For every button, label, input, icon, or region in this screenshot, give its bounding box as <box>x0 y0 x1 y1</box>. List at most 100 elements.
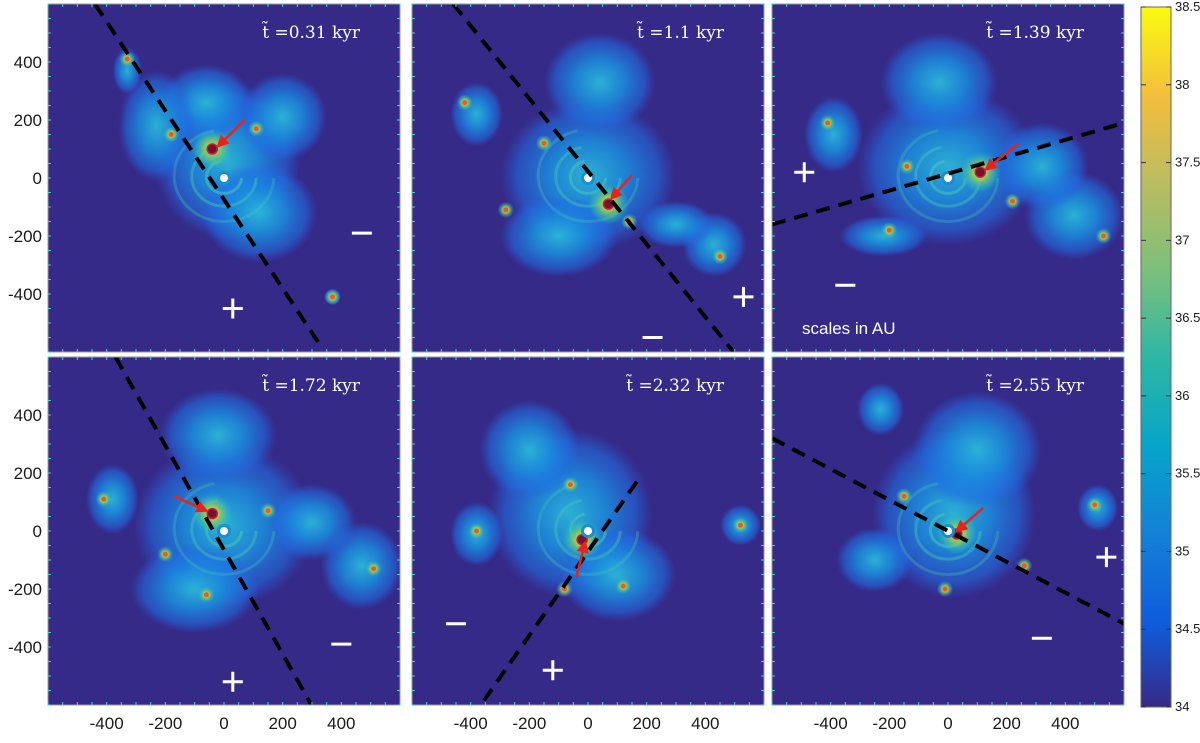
time-label: t̃ =1.1 kyr <box>636 21 725 43</box>
clump-core <box>620 583 626 589</box>
clump-core <box>168 132 174 137</box>
panel-5: t̃ =2.32 kyr -400 -200 0 200 400 <box>411 356 765 733</box>
y-tick-label: -200 <box>8 580 42 599</box>
clump-core <box>474 528 480 534</box>
clump-core <box>942 586 948 592</box>
colorbar-tick-label: 37.5 <box>1175 155 1200 170</box>
y-tick-label: -400 <box>8 285 42 304</box>
gas-structure <box>200 162 318 263</box>
gas-structure <box>857 382 904 436</box>
gas-structure <box>804 96 863 173</box>
time-label: t̃ =2.55 kyr <box>985 374 1085 396</box>
gas-structure <box>450 81 503 147</box>
central-source <box>584 527 592 535</box>
scale-annotation: scales in AU <box>802 319 896 338</box>
clump-core <box>886 227 892 233</box>
central-source <box>220 174 228 182</box>
dashed-axis-line <box>772 120 1124 227</box>
x-tick-label: 400 <box>1051 714 1079 733</box>
fragment-arrow <box>984 142 1020 171</box>
colorbar-gradient <box>1140 6 1172 708</box>
clump-core <box>738 522 744 528</box>
dashed-axis-line <box>451 4 737 352</box>
clump-core <box>162 551 168 557</box>
central-source <box>944 174 952 182</box>
gas-structure <box>500 194 618 278</box>
x-tick-label: 200 <box>268 714 296 733</box>
clump-core <box>1092 502 1098 508</box>
x-tick-label: -200 <box>872 714 906 733</box>
y-tick-label: 400 <box>14 53 42 72</box>
time-label: t̃ =2.32 kyr <box>625 374 725 396</box>
clump-core <box>825 120 831 126</box>
clump-core <box>503 207 509 213</box>
colorbar-tick-label: 36.5 <box>1175 310 1200 325</box>
panel-6: t̃ =2.55 kyr -400 -200 0 200 400 <box>771 356 1125 733</box>
x-tick-label: 0 <box>943 714 952 733</box>
x-tick-label: -200 <box>148 714 182 733</box>
y-tick-label: 200 <box>14 111 42 130</box>
clump-core <box>330 294 336 300</box>
spiral-arm <box>896 129 1000 223</box>
x-tick-label: 200 <box>632 714 660 733</box>
clump-core <box>1010 198 1016 204</box>
colorbar: 34 34.5 35 35.5 36 36.5 37 37.5 38 38.5 <box>1140 0 1200 714</box>
fragment-arrow <box>954 506 985 533</box>
plus-marker <box>542 660 563 681</box>
time-label: t̃ =1.39 kyr <box>985 21 1085 43</box>
colorbar-tick-label: 37 <box>1175 232 1189 247</box>
y-tick-label: 0 <box>33 522 42 541</box>
gas-structure <box>857 87 1039 246</box>
clump-core <box>371 566 377 572</box>
clump-core <box>203 592 209 598</box>
tick-marks <box>411 3 765 353</box>
fragment <box>206 143 219 155</box>
gas-structure <box>839 215 928 257</box>
clump-core <box>462 100 468 106</box>
gas-structure <box>238 73 327 162</box>
x-tick-label: 0 <box>219 714 228 733</box>
y-tick-label: 200 <box>14 464 42 483</box>
y-tick-label: 400 <box>14 406 42 425</box>
gas-structure <box>159 388 277 483</box>
central-source <box>220 527 228 535</box>
gas-structure <box>836 527 913 593</box>
colorbar-tick-label: 35 <box>1175 543 1189 558</box>
spiral-arm <box>536 482 640 576</box>
panel-3: t̃ =1.39 kyr scales in AU <box>771 3 1125 353</box>
tick-marks <box>411 356 765 706</box>
colorbar-tick-label: 36 <box>1175 388 1189 403</box>
plus-marker <box>222 298 243 319</box>
x-tick-label: -400 <box>90 714 124 733</box>
fragment-arrow <box>575 540 589 578</box>
colorbar-tick-label: 38.5 <box>1175 0 1200 14</box>
x-tick-label: 400 <box>691 714 719 733</box>
clump-core <box>1100 233 1106 239</box>
x-tick-label: 400 <box>327 714 355 733</box>
x-tick-label: -400 <box>814 714 848 733</box>
plus-marker <box>794 162 815 183</box>
time-label: t̃ =1.72 kyr <box>261 374 361 396</box>
panel-1: t̃ =0.31 kyr -400 -200 0 200 400 <box>8 3 401 353</box>
tick-marks <box>47 356 401 706</box>
fragment-arrow <box>609 174 633 201</box>
gas-structure <box>544 32 656 133</box>
clump-core <box>717 253 723 259</box>
spiral-arm <box>914 498 982 561</box>
tick-marks <box>771 356 1125 706</box>
x-tick-label: -200 <box>512 714 546 733</box>
plus-marker <box>1096 547 1117 568</box>
gas-structure <box>912 391 1042 509</box>
colorbar-tick-label: 34.5 <box>1175 621 1200 636</box>
panel-4: t̃ =1.72 kyr -400 -200 0 200 400 -400 -200 0 200 4… <box>8 356 401 733</box>
spiral-arm <box>172 129 276 223</box>
x-tick-label: 200 <box>992 714 1020 733</box>
y-tick-label: 0 <box>33 169 42 188</box>
clump-core <box>567 482 573 488</box>
spiral-arm <box>172 482 276 576</box>
y-tick-label: -400 <box>8 638 42 657</box>
spiral-arm <box>914 145 982 208</box>
fragment <box>206 507 219 520</box>
gas-structure <box>637 200 715 248</box>
x-tick-label: 0 <box>583 714 592 733</box>
